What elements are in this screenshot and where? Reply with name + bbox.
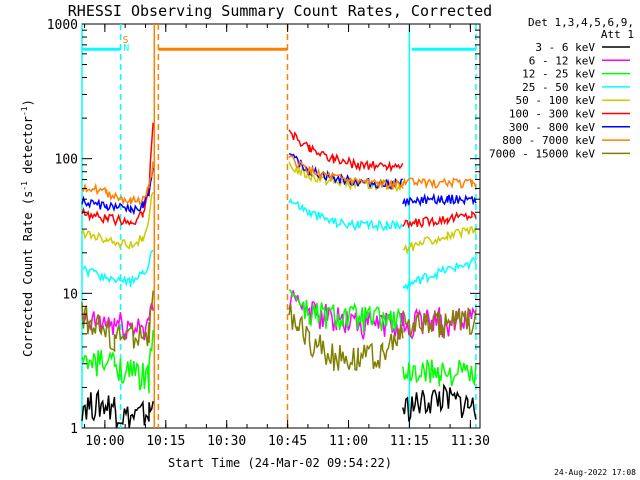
legend-entry-label: 6 - 12 keV: [529, 54, 596, 67]
series-line-800-7000-kev: [288, 155, 404, 190]
y-axis-label-end: ): [21, 99, 35, 106]
y-axis: 1 10 100 1000: [47, 18, 480, 437]
series-line-12-25-kev: [402, 359, 477, 387]
series-line-25-50-kev: [81, 249, 154, 288]
y-axis-label: Corrected Count Rate (s-1 detector-1): [20, 99, 35, 357]
series-line-50-100-kev: [81, 191, 154, 250]
y-tick-label: 1: [70, 422, 78, 437]
flag-label-s: S: [122, 35, 128, 46]
series-line-100-300-kev: [402, 210, 477, 229]
series-line-3-6-kev: [81, 389, 154, 429]
y-axis-label-sup2: -1: [20, 106, 29, 116]
series-line-7000-15000-kev: [81, 290, 154, 353]
x-tick-label: 10:30: [207, 434, 246, 449]
legend-entry-label: 7000 - 15000 keV: [489, 147, 595, 160]
series-line-25-50-kev: [288, 197, 404, 233]
y-axis-label-sup1: -1: [20, 181, 29, 191]
series-line-100-300-kev: [288, 129, 404, 173]
series-line-12-25-kev: [288, 289, 404, 334]
series-line-800-7000-kev: [402, 177, 477, 190]
x-tick-label: 11:30: [451, 434, 490, 449]
series-line-12-25-kev: [81, 330, 154, 394]
legend-entry-label: 50 - 100 keV: [516, 94, 596, 107]
y-tick-label: 100: [55, 153, 78, 168]
x-tick-label: 10:45: [268, 434, 307, 449]
x-tick-label: 10:00: [85, 434, 124, 449]
series-line-100-300-kev: [81, 122, 154, 227]
x-tick-label: 10:15: [146, 434, 185, 449]
legend-entry-label: 25 - 50 keV: [522, 81, 595, 94]
series-line-300-800-kev: [81, 167, 154, 216]
y-tick-label: 1000: [47, 18, 78, 33]
chart-title: RHESSI Observing Summary Count Rates, Co…: [68, 2, 492, 20]
series-line-6-12-kev: [81, 302, 154, 341]
series-line-6-12-kev: [402, 306, 477, 340]
y-tick-label: 10: [62, 287, 78, 302]
series-line-800-7000-kev: [81, 161, 154, 206]
series-line-300-800-kev: [402, 192, 477, 208]
series-line-25-50-kev: [402, 256, 477, 291]
y-axis-label-mid: detector: [21, 116, 35, 181]
plot-area: SN: [81, 23, 481, 429]
x-axis-label: Start Time (24-Mar-02 09:54:22): [168, 456, 392, 470]
legend-entry-label: 100 - 300 keV: [509, 108, 595, 121]
plot-frame: [81, 23, 481, 429]
legend-entry-label: 3 - 6 keV: [535, 41, 595, 54]
series-line-7000-15000-kev: [288, 303, 404, 372]
series-line-50-100-kev: [402, 226, 477, 256]
x-tick-label: 11:00: [329, 434, 368, 449]
legend-header-line2: Att 1: [601, 28, 634, 41]
series-line-3-6-kev: [402, 383, 477, 422]
legend-entry-label: 12 - 25 keV: [522, 68, 595, 81]
flag-label-n: N: [123, 43, 129, 54]
legend-entry-label: 300 - 800 keV: [509, 121, 595, 134]
series-line-7000-15000-kev: [402, 307, 477, 339]
x-axis: 10:00 10:15 10:30 10:45 11:00 11:15 11:30: [84, 24, 490, 449]
x-tick-label: 11:15: [390, 434, 429, 449]
footer-date-stamp: 24-Aug-2022 17:08: [554, 468, 636, 477]
legend-header-line1: Det 1,3,4,5,6,9,: [528, 16, 634, 29]
y-axis-label-main: Corrected Count Rate (s: [21, 191, 35, 357]
legend-entry-label: 800 - 7000 keV: [502, 134, 595, 147]
